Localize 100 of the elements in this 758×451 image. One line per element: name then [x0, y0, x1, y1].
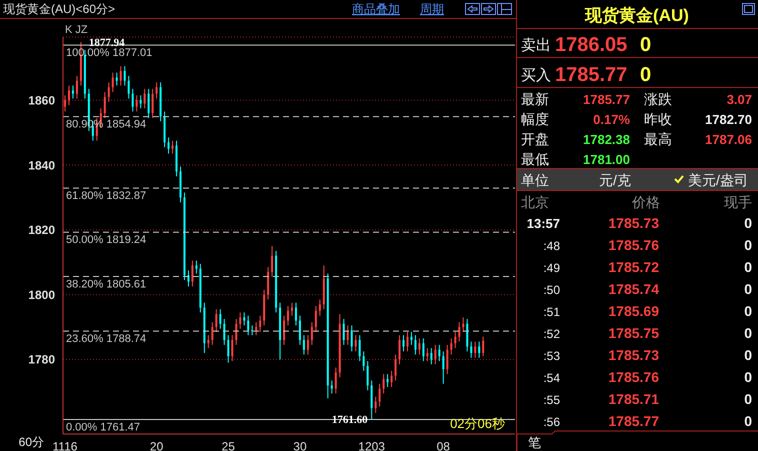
x-tick-label: 30 [293, 440, 307, 451]
text: 最新 [521, 91, 549, 107]
candlestick [454, 331, 456, 349]
candlestick [215, 308, 218, 332]
text: 1785.77 [555, 64, 628, 86]
text: 1785.73 [608, 215, 660, 231]
candlestick [318, 299, 321, 316]
text: 1785.74 [608, 281, 660, 297]
candlestick [398, 334, 401, 365]
text: 1785.76 [608, 237, 660, 253]
candlestick [219, 308, 222, 330]
text: 笔 [528, 435, 541, 450]
text: :48 [543, 239, 560, 253]
text: 最高 [644, 131, 672, 147]
candlestick [72, 85, 74, 100]
annotation: 02分06秒 [450, 416, 505, 431]
text: 现货黄金(AU) [584, 6, 689, 25]
candlestick [474, 341, 476, 358]
text: 1787.06 [705, 132, 752, 147]
text: :54 [543, 371, 560, 385]
text: 美元/盎司 [688, 172, 748, 188]
candlestick [366, 360, 369, 391]
candlestick [243, 312, 246, 326]
candlestick [410, 331, 412, 346]
text: K JZ [65, 24, 88, 36]
text: 北京 [521, 194, 549, 210]
candlestick [76, 75, 78, 100]
candlestick [148, 88, 150, 119]
text: 卖出 [521, 37, 551, 54]
text: 13:57 [526, 216, 560, 231]
candlestick [334, 367, 337, 394]
text: 0 [744, 215, 752, 231]
text: :56 [543, 415, 560, 429]
candlestick [223, 318, 226, 346]
candlestick [330, 380, 333, 394]
candlestick [231, 334, 234, 362]
ref-line-label: 0.00% 1761.47 [66, 421, 140, 434]
candlestick [104, 92, 106, 119]
text: 0 [640, 34, 652, 56]
text: 1785.73 [608, 347, 660, 363]
text: :55 [543, 393, 560, 407]
candlestick [156, 82, 158, 100]
text: 昨收 [644, 111, 672, 127]
candlestick [478, 341, 480, 358]
candlestick [267, 266, 270, 300]
text: 0 [744, 325, 752, 341]
candlestick [310, 322, 313, 346]
text: 0 [744, 303, 752, 319]
candlestick [132, 88, 134, 112]
candlestick [255, 322, 258, 336]
text: 0 [744, 237, 752, 253]
text: 幅度 [521, 111, 549, 127]
candlestick [434, 344, 436, 365]
candlestick [342, 318, 345, 346]
x-tick-label: 08 [436, 440, 450, 451]
text: 价格 [631, 194, 660, 210]
candlestick [458, 322, 460, 342]
candlestick [140, 94, 142, 109]
y-tick-label: 1780 [28, 352, 56, 367]
candlestick [370, 380, 373, 420]
candlestick [422, 338, 424, 362]
candlestick [211, 322, 214, 346]
text: 0 [744, 259, 752, 275]
text: 0 [744, 281, 752, 297]
candlestick [294, 302, 297, 326]
text: 0.17% [593, 112, 630, 127]
candlestick [247, 315, 250, 336]
candlestick [414, 334, 416, 356]
candlestick [124, 66, 126, 86]
candlestick [120, 66, 122, 86]
candlestick [402, 334, 404, 352]
candlestick [235, 318, 238, 346]
candlestick [112, 72, 114, 93]
text: 1782.70 [705, 112, 752, 127]
y-tick-label: 1820 [28, 223, 56, 238]
text: 元/克 [599, 172, 631, 188]
candlestick [287, 305, 290, 326]
candlestick [446, 344, 448, 375]
text: 1785.69 [608, 303, 660, 319]
candlestick [68, 85, 70, 106]
ref-line-label: 38.20% 1805.61 [66, 278, 146, 290]
candlestick [406, 331, 408, 352]
candlestick [251, 324, 254, 336]
candlestick [390, 370, 393, 388]
text: 1782.38 [583, 132, 630, 147]
candlestick [283, 315, 286, 346]
candlestick [195, 260, 198, 274]
text: :49 [543, 261, 560, 275]
text: 单位 [521, 172, 549, 188]
text: 1786.05 [555, 34, 628, 56]
y-tick-label: 1800 [28, 288, 56, 302]
candlestick [386, 374, 389, 388]
candlestick [239, 312, 242, 330]
text: 周期 [420, 2, 444, 16]
candlestick [358, 334, 361, 362]
candlestick [314, 305, 317, 332]
candlestick [470, 341, 472, 358]
candlestick [466, 318, 468, 352]
candlestick [306, 334, 309, 356]
ref-line-label: 61.80% 1832.87 [66, 190, 146, 202]
